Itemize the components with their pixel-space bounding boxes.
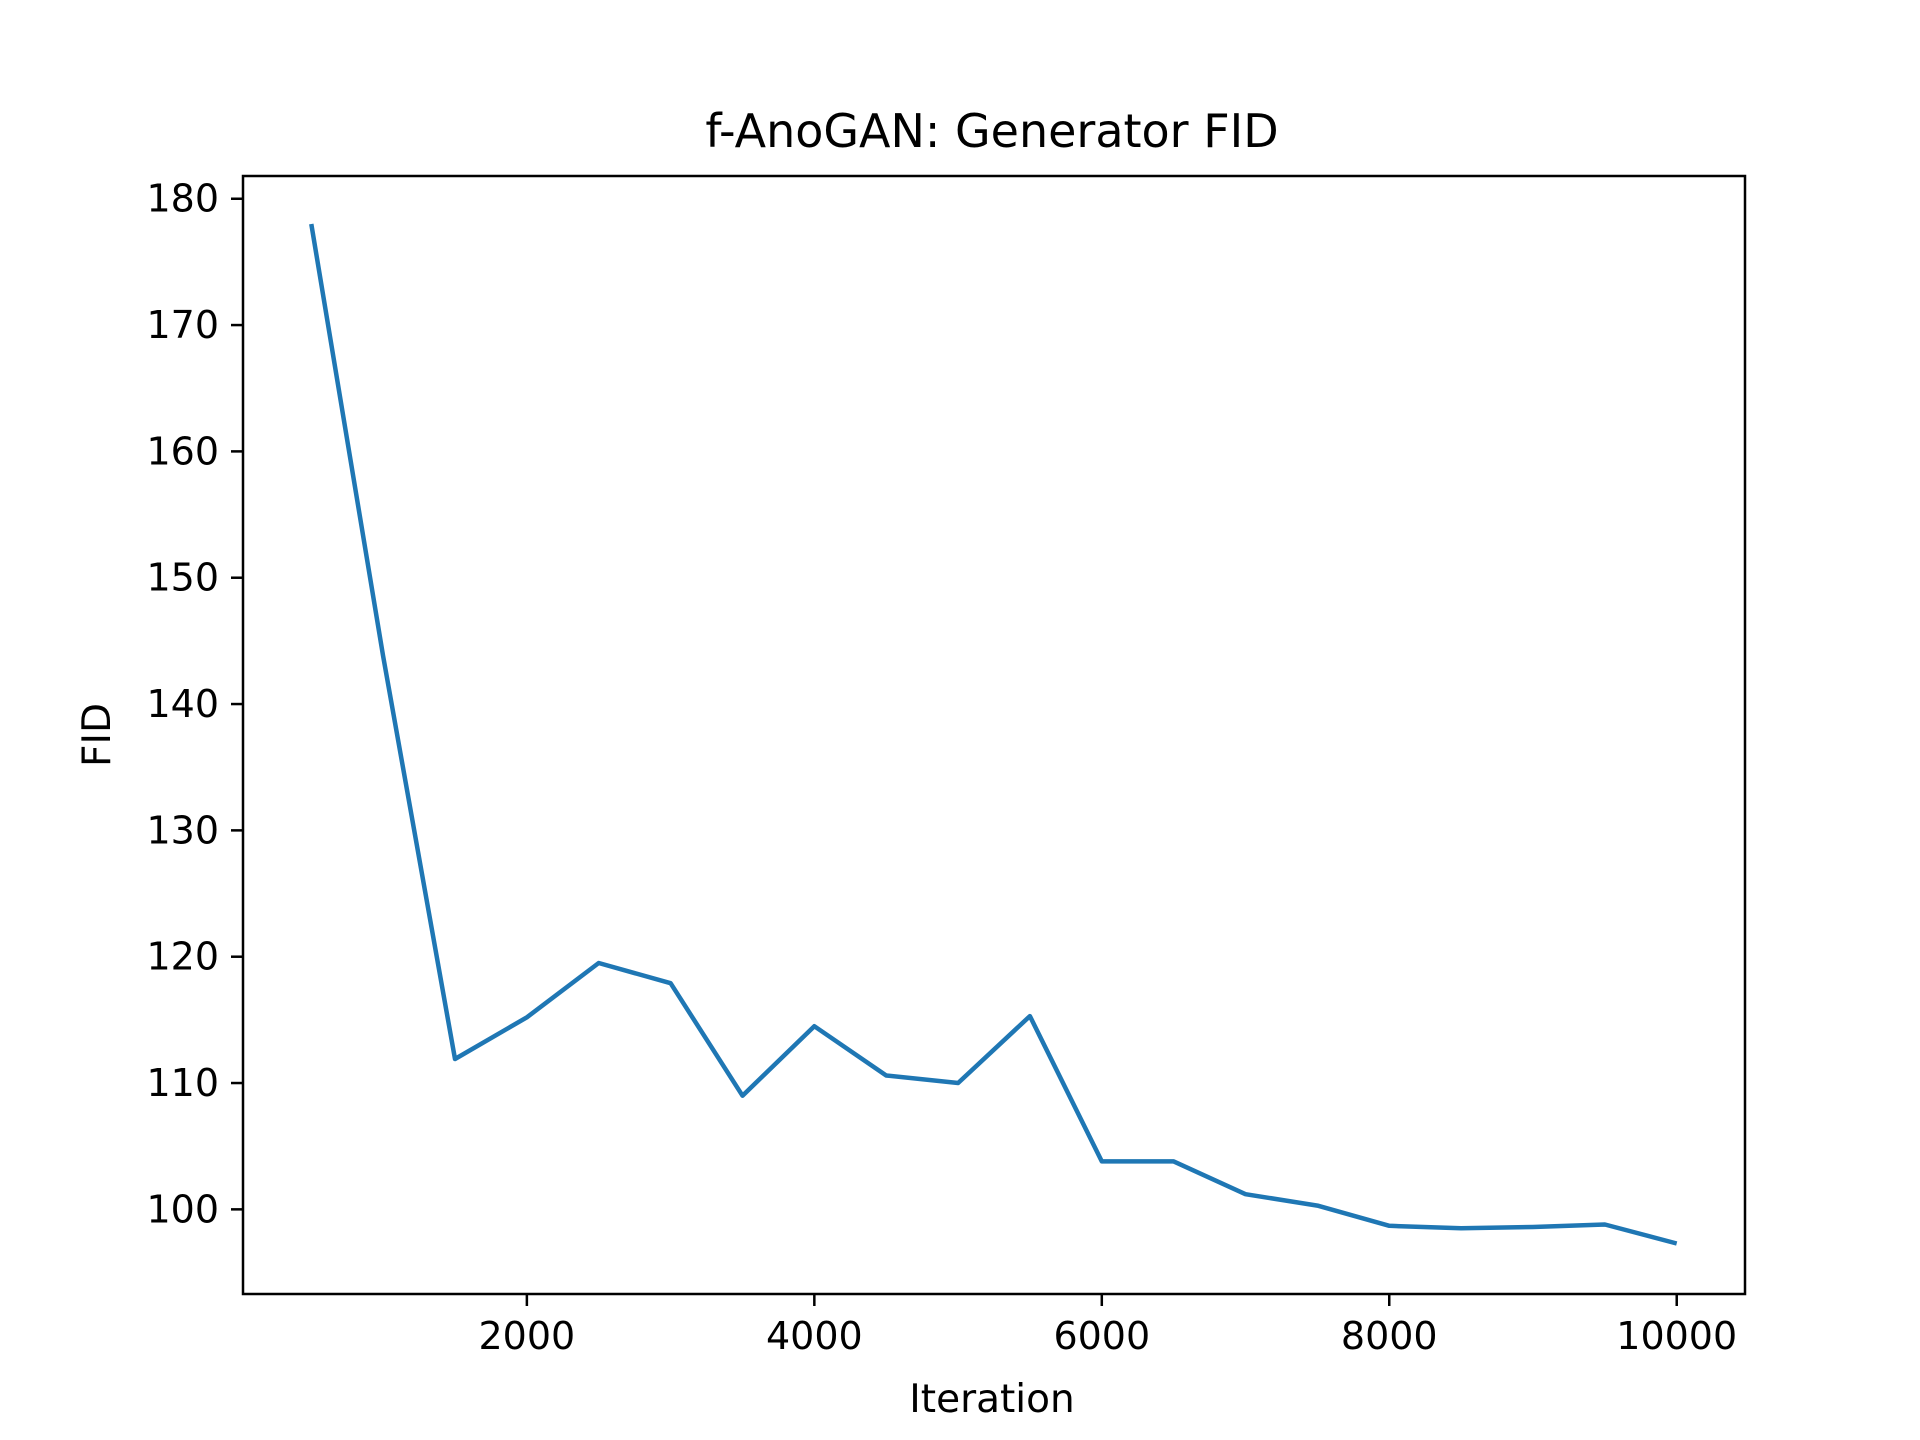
- y-tick-label: 170: [146, 303, 219, 347]
- y-tick-label: 110: [146, 1061, 219, 1105]
- y-tick-label: 150: [146, 556, 219, 600]
- x-tick-label: 6000: [1053, 1314, 1150, 1358]
- y-tick-label: 140: [146, 682, 219, 726]
- y-tick-label: 180: [146, 177, 219, 221]
- plot-frame: [241, 174, 1747, 1296]
- x-tick-label: 4000: [766, 1314, 863, 1358]
- axis-ticks: 2000 4000 6000 8000 10000 100 110 120 130 140 150 1…: [146, 177, 1737, 1358]
- x-tick-label: 2000: [479, 1314, 576, 1358]
- x-tick-label: 8000: [1341, 1314, 1438, 1358]
- y-tick-label: 130: [146, 808, 219, 852]
- series-layer: [309, 223, 1678, 1246]
- y-axis-label: FID: [75, 703, 120, 767]
- chart-title: f-AnoGAN: Generator FID: [705, 104, 1278, 158]
- y-tick-label: 160: [146, 429, 219, 473]
- x-tick-label: 10000: [1616, 1314, 1737, 1358]
- x-axis-label: Iteration: [909, 1377, 1074, 1422]
- y-tick-label: 100: [146, 1187, 219, 1231]
- y-tick-label: 120: [146, 935, 219, 979]
- fid-series-line: [309, 223, 1678, 1246]
